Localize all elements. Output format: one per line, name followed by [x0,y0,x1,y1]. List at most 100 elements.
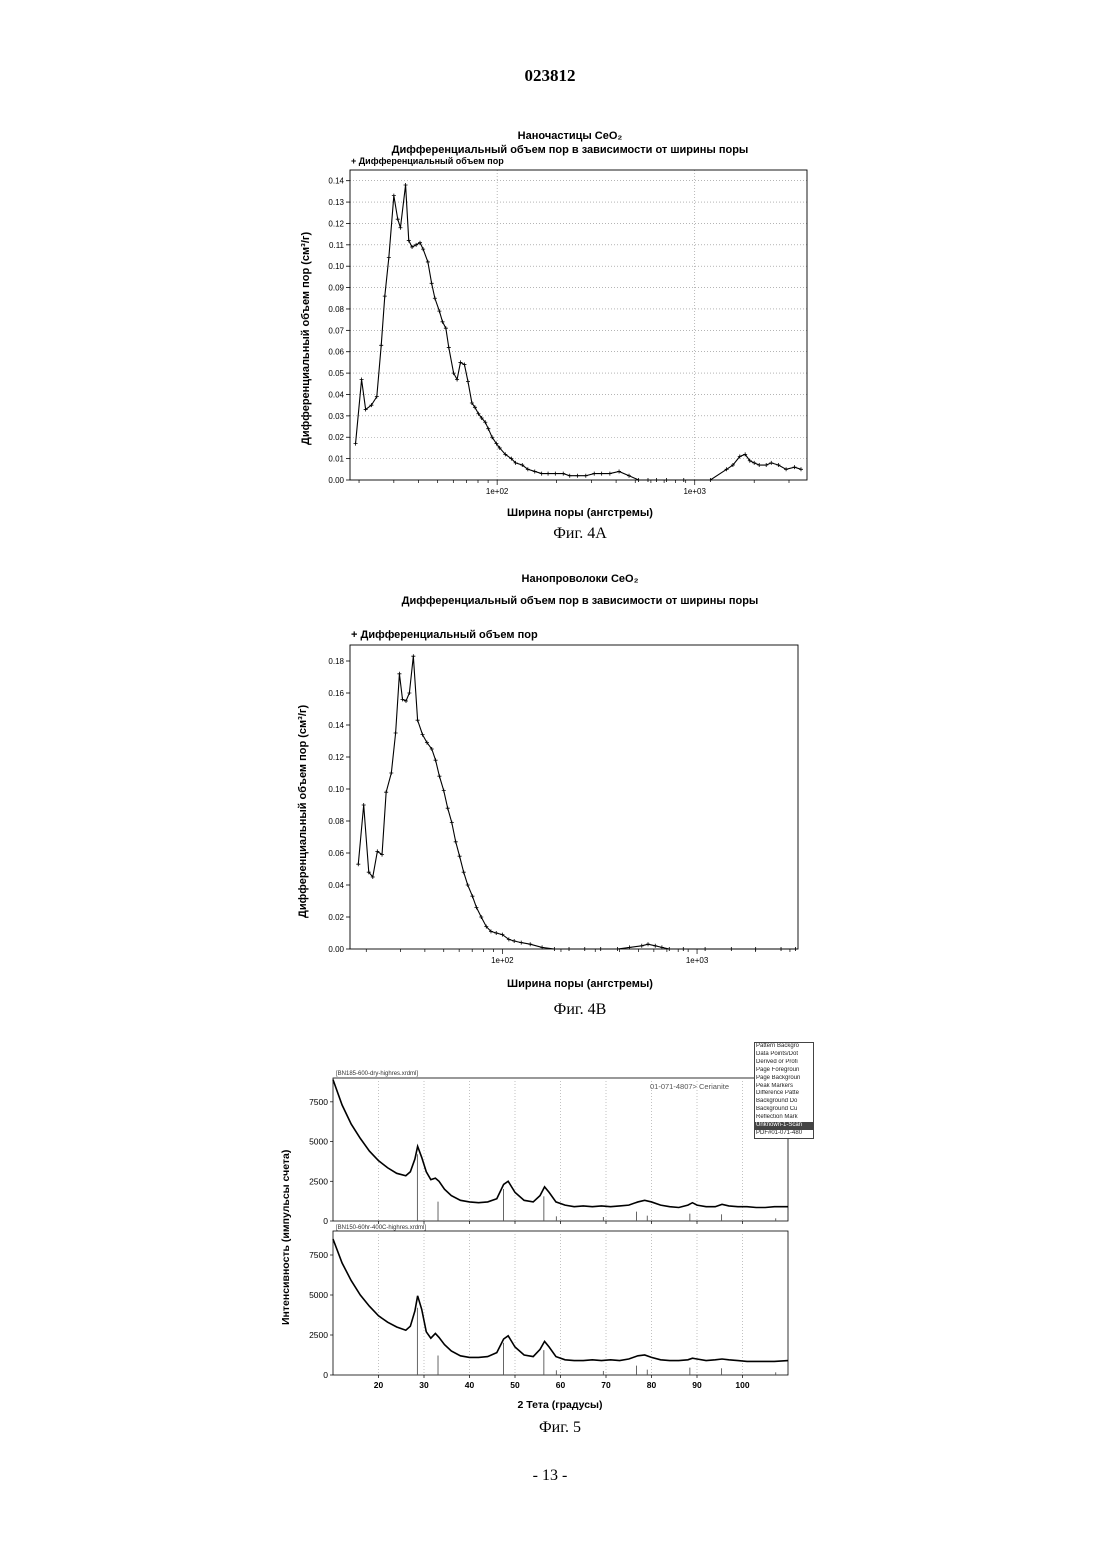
fig4a-subtitle: Дифференциальный объем пор в зависимости… [340,144,800,156]
fig4b-point [793,947,797,951]
fig5-top-ytick-label: 2500 [309,1176,328,1186]
fig4a-point [354,442,358,446]
fig4a-point [418,241,422,245]
fig4b-point [653,944,657,948]
fig4a-point [396,217,400,221]
fig4b-ytick-label: 0.14 [328,721,344,730]
fig4a-ytick-label: 0.11 [329,241,345,250]
fig4a-point [617,469,621,473]
fig5-caption: Фиг. 5 [330,1419,790,1437]
fig4b-point [640,944,644,948]
fig5-legend-key-item[interactable]: Derived or Profi [755,1059,813,1067]
fig4b-point [446,806,450,810]
fig4a-point [752,461,756,465]
fig4a-point [437,309,441,313]
fig4a-ytick-label: 0.02 [328,433,344,442]
fig4b-point [462,870,466,874]
fig4a-point [387,256,391,260]
fig4b-point [512,939,516,943]
fig4a-point [600,472,604,476]
fig4a-ytick-label: 0.05 [328,369,344,378]
fig5-reference-label: 01-071-4807> Cerianite [650,1082,729,1091]
fig4b-point [754,947,758,951]
fig5-xtick-label: 50 [510,1380,520,1390]
fig5-legend-key-item[interactable]: Difference Patte [755,1090,813,1098]
fig4a-chart: 0.000.010.020.030.040.050.060.070.080.09… [300,160,820,505]
fig4a-point [433,296,437,300]
fig4a-point [430,281,434,285]
fig4b-point [397,672,401,676]
fig4b-point [404,699,408,703]
fig4b-point [362,803,366,807]
fig5-xtick-label: 60 [556,1380,566,1390]
fig5-top-ytick-label: 5000 [309,1137,328,1147]
fig4b-plot-frame [350,645,798,949]
fig4a-ytick-label: 0.09 [328,284,344,293]
fig4a-point [466,380,470,384]
fig4a-point [444,326,448,330]
fig4b-xtick-label: 1e+02 [491,956,514,965]
fig4a-point [637,478,641,482]
fig5-legend-key-item[interactable]: Unknown-1-Scan [755,1122,813,1130]
fig4b-caption: Фиг. 4В [350,1001,810,1019]
fig5-top-pattern-line [333,1080,788,1208]
fig5-legend-key-item[interactable]: Page Backgroun [755,1075,813,1083]
fig4a-ytick-label: 0.13 [328,198,344,207]
fig4b-point [681,947,685,951]
fig4a-point [426,260,430,264]
fig4a-point [757,463,761,467]
fig4b-ytick-label: 0.06 [328,849,344,858]
fig4a-point [455,378,459,382]
fig5-legend-key-item[interactable]: Reflection Mark [755,1114,813,1122]
fig4a-ytick-label: 0.04 [328,390,344,399]
page-number: 023812 [0,66,1100,86]
fig5-legend-key-item[interactable]: Peak Markers [755,1083,813,1091]
fig5-legend-key[interactable]: Pattern BackgroData Points/DotDerived or… [754,1042,814,1139]
fig4a-ytick-label: 0.00 [328,476,344,485]
fig4a-point [360,378,364,382]
fig4a-point [568,474,572,478]
fig4a-point [561,472,565,476]
fig4a-point [533,469,537,473]
fig4b-x-axis-label: Ширина поры (ангстремы) [350,978,810,990]
fig4a-point [447,345,451,349]
fig5-legend-key-item[interactable]: Page Foregroun [755,1067,813,1075]
fig4b-point [401,697,405,701]
fig4b-ytick-label: 0.10 [328,785,344,794]
fig4a-caption: Фиг. 4А [350,525,810,543]
fig5-legend-key-item[interactable]: Pattern Backgro [755,1043,813,1051]
fig5-bottom-panel-label: [BN150-60hr-400C-highres.xrdml] [336,1225,426,1231]
fig5-legend-key-item[interactable]: PDF#01-071-480 [755,1130,813,1138]
fig4b-point [356,862,360,866]
fig4b-point [437,774,441,778]
fig4b-point [458,854,462,858]
fig5-top-ytick-label: 7500 [309,1097,328,1107]
fig5-legend-key-item[interactable]: Background Do [755,1098,813,1106]
fig4a-point [410,245,414,249]
fig4a-ytick-label: 0.07 [328,326,344,335]
fig4a-title: Наночастицы CeO₂ [350,130,790,142]
fig4b-point [599,947,603,951]
fig4a-point [383,294,387,298]
fig4a-point [584,474,588,478]
fig4a-point [379,343,383,347]
fig4a-point [441,320,445,324]
fig4b-point [416,718,420,722]
fig5-legend-key-item[interactable]: Background Cu [755,1106,813,1114]
fig4a-ytick-label: 0.03 [328,412,344,421]
fig4b-point [407,691,411,695]
fig4a-point [592,472,596,476]
fig4a-point [546,472,550,476]
fig4a-point [414,243,418,247]
fig4b-point [567,947,571,951]
fig4b-point [729,947,733,951]
fig5-top-ytick-label: 0 [323,1216,328,1226]
fig4b-point [528,942,532,946]
fig5-legend-key-item[interactable]: Data Points/Dot [755,1051,813,1059]
fig4b-ytick-label: 0.16 [328,689,344,698]
fig4b-point [479,915,483,919]
fig4b-point [434,758,438,762]
fig4a-point [608,472,612,476]
fig4a-point [799,467,803,471]
fig4a-point [392,194,396,198]
